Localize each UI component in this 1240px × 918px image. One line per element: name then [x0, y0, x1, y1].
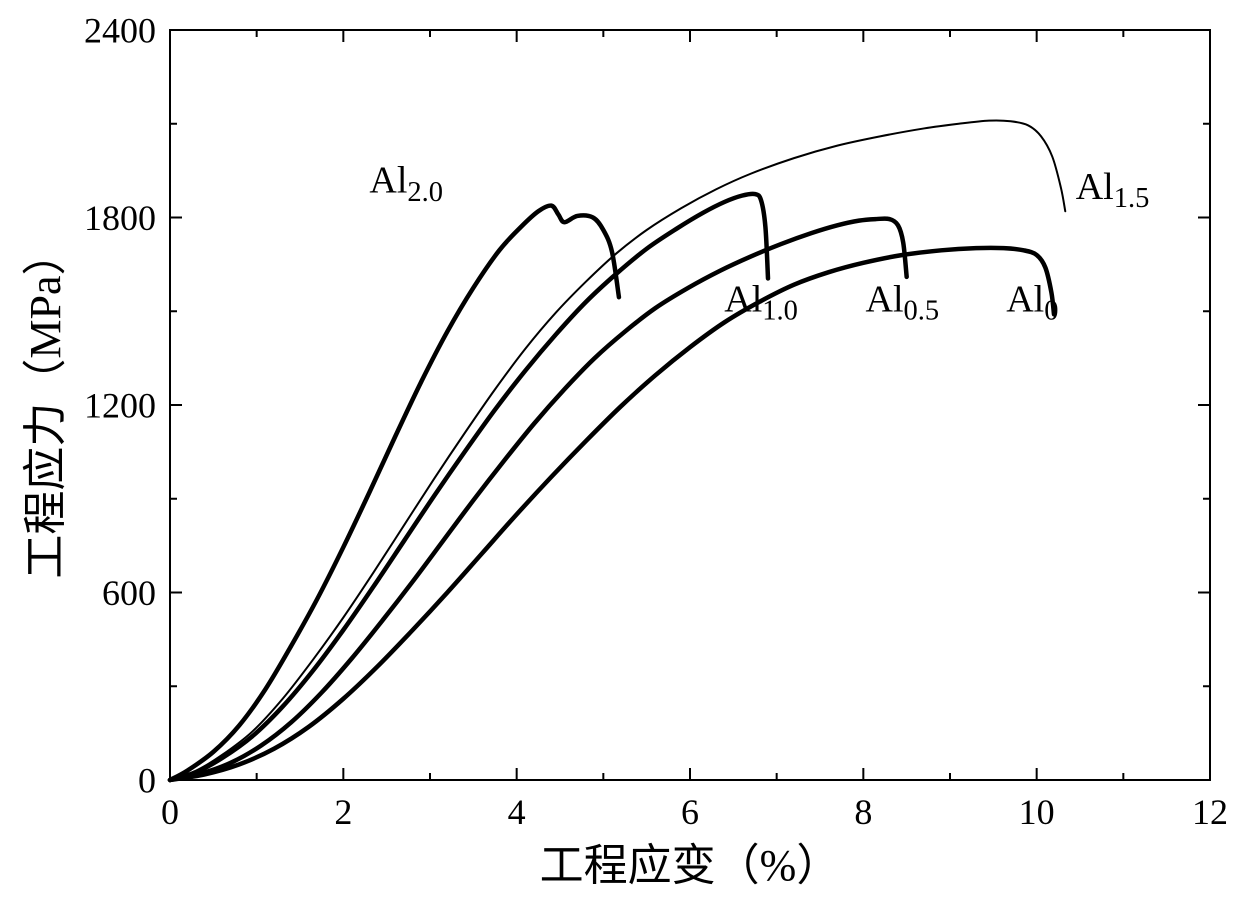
- x-tick-label: 2: [334, 792, 352, 832]
- x-tick-label: 8: [854, 792, 872, 832]
- x-tick-label: 0: [161, 792, 179, 832]
- y-tick-label: 600: [102, 573, 156, 613]
- x-tick-label: 4: [508, 792, 526, 832]
- x-tick-label: 10: [1019, 792, 1055, 832]
- stress-strain-chart: 0 2 4 6 8 10 12 0 600 1200 1800 2400 工程应变（%） 工程应力（MPa…: [0, 0, 1240, 918]
- y-tick-label: 1200: [84, 386, 156, 426]
- x-tick-label: 12: [1192, 792, 1228, 832]
- y-tick-label: 1800: [84, 198, 156, 238]
- x-axis-title: 工程应变（%）: [540, 841, 841, 890]
- y-tick-label: 0: [138, 761, 156, 801]
- y-axis-title: 工程应力（MPa）: [21, 231, 70, 578]
- x-tick-label: 6: [681, 792, 699, 832]
- y-tick-label: 2400: [84, 11, 156, 51]
